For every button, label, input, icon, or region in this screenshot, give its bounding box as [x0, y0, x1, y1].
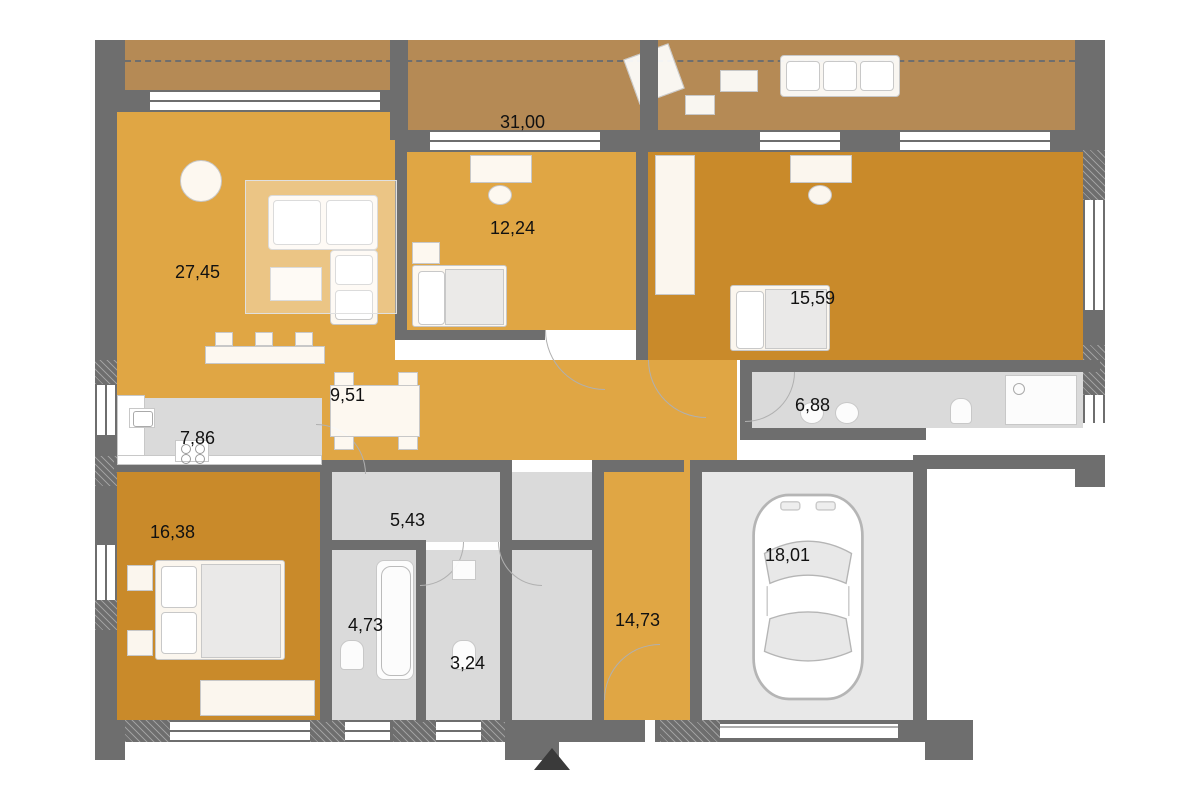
counter [117, 395, 145, 461]
stool [334, 436, 354, 450]
room-area-label: 7,86 [180, 428, 215, 449]
wardrobe [655, 155, 695, 295]
terrace-chair [685, 95, 715, 115]
counter [117, 455, 322, 465]
desk [790, 155, 852, 183]
inner-wall [740, 428, 926, 440]
wall-hatch [310, 720, 345, 742]
inner-wall [330, 540, 420, 550]
outer-wall [640, 40, 658, 140]
toilet [950, 398, 972, 424]
stool [398, 372, 418, 386]
wall-hatch [95, 360, 117, 384]
inner-wall [690, 460, 702, 722]
wardrobe [200, 680, 315, 716]
pillar [95, 720, 125, 760]
room-area-label: 18,01 [765, 545, 810, 566]
inner-wall [592, 460, 684, 472]
wall-hatch [393, 720, 436, 742]
outer-wall [955, 720, 973, 742]
wall-hatch [481, 720, 505, 742]
room-area-label: 31,00 [500, 112, 545, 133]
room-area-label: 3,24 [450, 653, 485, 674]
room-area-label: 5,43 [390, 510, 425, 531]
inner-wall [636, 150, 648, 330]
room-util [332, 472, 500, 542]
outer-wall [390, 40, 408, 140]
outer-wall [913, 455, 927, 742]
inner-wall [395, 330, 545, 340]
rug [245, 180, 397, 314]
inner-wall [320, 460, 332, 722]
pillar [1075, 455, 1105, 487]
inner-wall [500, 460, 512, 722]
room-area-label: 15,59 [790, 288, 835, 309]
entrance-arrow-icon [534, 748, 570, 770]
desk [470, 155, 532, 183]
stool [398, 436, 418, 450]
inner-wall [740, 360, 1100, 372]
room-area-label: 12,24 [490, 218, 535, 239]
room-area-label: 6,88 [795, 395, 830, 416]
pillar [1075, 40, 1105, 150]
pillar [925, 742, 973, 760]
inner-wall [690, 460, 913, 472]
night [127, 565, 153, 591]
room-area-label: 16,38 [150, 522, 195, 543]
terrace-table [720, 70, 758, 92]
wall-hatch [95, 600, 117, 630]
stool [334, 372, 354, 386]
sink [835, 402, 859, 424]
outer-wall [645, 130, 760, 152]
wall-hatch [660, 720, 720, 742]
room-area-label: 4,73 [348, 615, 383, 636]
inner-wall [592, 460, 604, 722]
night [412, 242, 440, 264]
room-area-label: 9,51 [330, 385, 365, 406]
chair [488, 185, 512, 205]
sink [452, 560, 476, 580]
stool [295, 332, 313, 346]
room-bed2 [648, 152, 1083, 360]
stool [215, 332, 233, 346]
room-area-label: 27,45 [175, 262, 220, 283]
room-entry [512, 472, 592, 720]
wall-hatch [125, 720, 170, 742]
chair [808, 185, 832, 205]
room-area-label: 14,73 [615, 610, 660, 631]
bar [205, 346, 325, 364]
toilet [340, 640, 364, 670]
car-icon [740, 488, 876, 706]
pillar [95, 40, 125, 96]
wall-hatch [1083, 150, 1105, 200]
inner-wall [636, 330, 648, 360]
night [127, 630, 153, 656]
chair [180, 160, 222, 202]
stool [255, 332, 273, 346]
overhang-line [125, 60, 1075, 62]
